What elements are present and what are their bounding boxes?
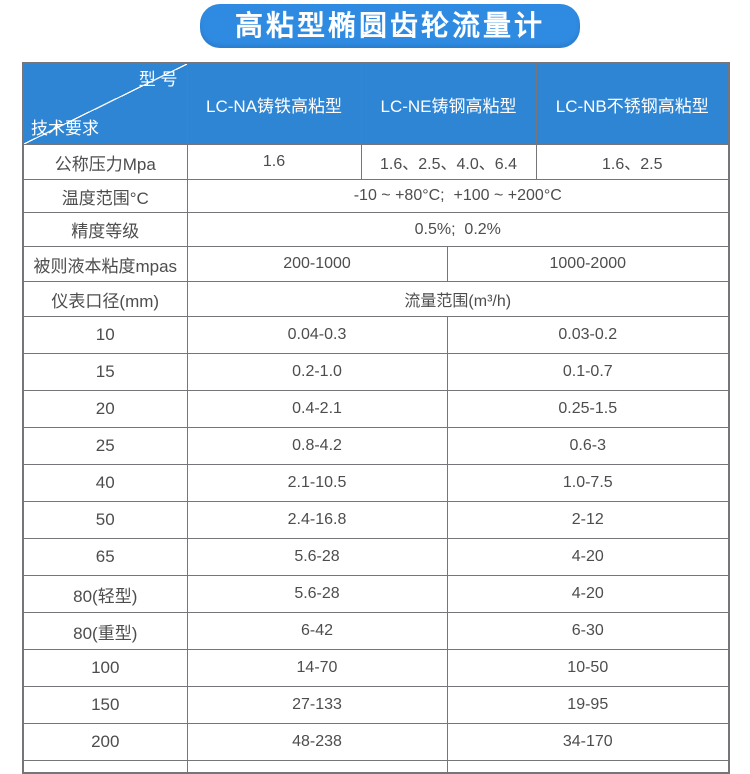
page-title: 高粘型椭圆齿轮流量计 [234, 10, 545, 41]
flow-range-cell-2: 19-95 [446, 686, 730, 724]
flow-range-cell-1 [186, 760, 448, 773]
table-row: 15 0.2-1.0 0.1-0.7 [22, 353, 730, 391]
table-row: 80(重型) 6-42 6-30 [22, 612, 730, 650]
pressure-lcnb: 1.6、2.5 [535, 144, 730, 180]
pipe-size-cell: 100 [22, 649, 188, 687]
title-banner: 高粘型椭圆齿轮流量计 [200, 4, 580, 48]
flow-range-cell-2: 10-50 [446, 649, 730, 687]
flow-range-cell-1: 6-42 [186, 612, 448, 650]
row-label: 仪表口径(mm) [22, 281, 188, 317]
flow-range-cell-1: 2.1-10.5 [186, 464, 448, 502]
table-row: 25 0.8-4.2 0.6-3 [22, 427, 730, 465]
column-header-lcne: LC-NE铸钢高粘型 [360, 62, 537, 145]
corner-label-requirements: 技术要求 [31, 119, 99, 138]
pipe-size-cell [22, 760, 188, 773]
flow-range-cell-1: 5.6-28 [186, 575, 448, 613]
flow-range-cell-2: 0.6-3 [446, 427, 730, 465]
flow-range-cell-2: 6-30 [446, 612, 730, 650]
flow-range-cell-2 [446, 760, 730, 773]
flow-range-cell-2: 2-12 [446, 501, 730, 539]
table-row: 50 2.4-16.8 2-12 [22, 501, 730, 539]
pipe-size-cell: 10 [22, 316, 188, 354]
pressure-lcne: 1.6、2.5、4.0、6.4 [360, 144, 537, 180]
pipe-size-cell: 80(重型) [22, 612, 188, 650]
pipe-size-cell: 80(轻型) [22, 575, 188, 613]
temperature-range: -10 ~ +80°C; +100 ~ +200°C [186, 179, 730, 213]
pipe-size-cell: 200 [22, 723, 188, 761]
pipe-size-cell: 50 [22, 501, 188, 539]
table-row: 100 14-70 10-50 [22, 649, 730, 687]
flow-range-cell-1: 0.4-2.1 [186, 390, 448, 428]
table-row: 65 5.6-28 4-20 [22, 538, 730, 576]
table-row: 20 0.4-2.1 0.25-1.5 [22, 390, 730, 428]
spec-table: 型 号 技术要求 LC-NA铸铁高粘型 LC-NE铸钢高粘型 LC-NB不锈钢高… [22, 62, 731, 774]
flow-range-cell-1: 0.04-0.3 [186, 316, 448, 354]
column-header-lcnb: LC-NB不锈钢高粘型 [535, 62, 730, 145]
spec-row-viscosity: 被则液本粘度mpas 200-1000 1000-2000 [22, 246, 730, 282]
flow-range-cell-2: 4-20 [446, 538, 730, 576]
flow-range-cell-1: 5.6-28 [186, 538, 448, 576]
row-label: 温度范围°C [22, 179, 188, 213]
table-row: 80(轻型) 5.6-28 4-20 [22, 575, 730, 613]
flow-range-cell-1: 48-238 [186, 723, 448, 761]
table-row: 10 0.04-0.3 0.03-0.2 [22, 316, 730, 354]
spec-row-accuracy: 精度等级 0.5%; 0.2% [22, 212, 730, 247]
pipe-size-cell: 20 [22, 390, 188, 428]
flow-range-cell-2: 1.0-7.5 [446, 464, 730, 502]
flow-range-cell-1: 0.2-1.0 [186, 353, 448, 391]
column-header-lcna: LC-NA铸铁高粘型 [186, 62, 362, 145]
flow-range-cell-2: 0.25-1.5 [446, 390, 730, 428]
pipe-size-cell: 15 [22, 353, 188, 391]
page: { "banner": { "title": "高粘型椭圆齿轮流量计" }, "… [22, 4, 731, 774]
spec-row-diameter: 仪表口径(mm) 流量范围(m³/h) [22, 281, 730, 317]
pipe-size-cell: 150 [22, 686, 188, 724]
pressure-lcna: 1.6 [186, 144, 362, 180]
flow-range-header: 流量范围(m³/h) [186, 281, 730, 317]
flow-range-cell-2: 34-170 [446, 723, 730, 761]
row-label: 公称压力Mpa [22, 144, 188, 180]
flow-range-cell-2: 0.03-0.2 [446, 316, 730, 354]
viscosity-range-2: 1000-2000 [446, 246, 730, 282]
pipe-size-cell: 25 [22, 427, 188, 465]
flow-range-cell-1: 14-70 [186, 649, 448, 687]
header-row: 型 号 技术要求 LC-NA铸铁高粘型 LC-NE铸钢高粘型 LC-NB不锈钢高… [22, 62, 730, 145]
flow-range-cell-1: 2.4-16.8 [186, 501, 448, 539]
spec-row-pressure: 公称压力Mpa 1.6 1.6、2.5、4.0、6.4 1.6、2.5 [22, 144, 730, 180]
spec-row-temperature: 温度范围°C -10 ~ +80°C; +100 ~ +200°C [22, 179, 730, 213]
flow-range-cell-2: 0.1-0.7 [446, 353, 730, 391]
flow-range-cell-2: 4-20 [446, 575, 730, 613]
table-row: 40 2.1-10.5 1.0-7.5 [22, 464, 730, 502]
row-label: 精度等级 [22, 212, 188, 247]
table-row: 200 48-238 34-170 [22, 723, 730, 761]
table-row: 150 27-133 19-95 [22, 686, 730, 724]
row-label: 被则液本粘度mpas [22, 246, 188, 282]
pipe-size-cell: 40 [22, 464, 188, 502]
table-row [22, 760, 730, 773]
pipe-size-cell: 65 [22, 538, 188, 576]
corner-header-cell: 型 号 技术要求 [22, 62, 188, 145]
corner-label-model: 型 号 [138, 70, 178, 89]
accuracy-grade: 0.5%; 0.2% [186, 212, 730, 247]
flow-range-cell-1: 0.8-4.2 [186, 427, 448, 465]
flow-range-cell-1: 27-133 [186, 686, 448, 724]
viscosity-range-1: 200-1000 [186, 246, 448, 282]
